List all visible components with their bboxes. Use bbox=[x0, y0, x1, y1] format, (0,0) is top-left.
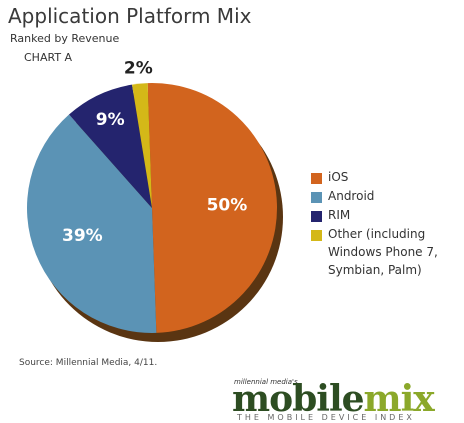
logo-tagline: THE MOBILE DEVICE INDEX bbox=[237, 413, 415, 422]
logo-small: millennial media's bbox=[234, 378, 298, 386]
source: Source: Millennial Media, 4/11. bbox=[19, 358, 158, 368]
value-label: 9% bbox=[96, 110, 125, 130]
logo-part: mobile bbox=[232, 378, 365, 420]
legend-item: RIM bbox=[311, 208, 453, 224]
pie-slice bbox=[26, 114, 157, 333]
value-label: 50% bbox=[207, 195, 248, 215]
value-label: 39% bbox=[62, 226, 103, 246]
chart-title: Application Platform Mix bbox=[8, 4, 252, 28]
chart-subtitle: Ranked by Revenue bbox=[10, 32, 120, 45]
legend-label: iOS bbox=[328, 170, 349, 184]
logo: mobilemix bbox=[232, 378, 435, 420]
legend-swatch bbox=[311, 211, 322, 222]
legend-label: Android bbox=[328, 189, 375, 203]
legend-swatch bbox=[311, 173, 322, 184]
legend-item: Android bbox=[311, 189, 453, 205]
pie-slice bbox=[69, 84, 152, 208]
pie-slice bbox=[132, 83, 152, 208]
logo-part: mix bbox=[363, 378, 435, 420]
pie-slice bbox=[147, 83, 277, 333]
legend: iOS Android RIM Other (including Windows Ph… bbox=[311, 170, 453, 282]
legend-swatch bbox=[311, 192, 322, 203]
legend-label: Other (including Windows Phone 7, Symbia… bbox=[328, 227, 438, 277]
chart-note: CHART A bbox=[24, 51, 73, 64]
legend-label: RIM bbox=[328, 208, 351, 222]
legend-item: iOS bbox=[311, 170, 453, 186]
value-label: 2% bbox=[124, 59, 153, 79]
legend-item: Other (including Windows Phone 7, Symbia… bbox=[311, 227, 453, 279]
legend-swatch bbox=[311, 230, 322, 241]
